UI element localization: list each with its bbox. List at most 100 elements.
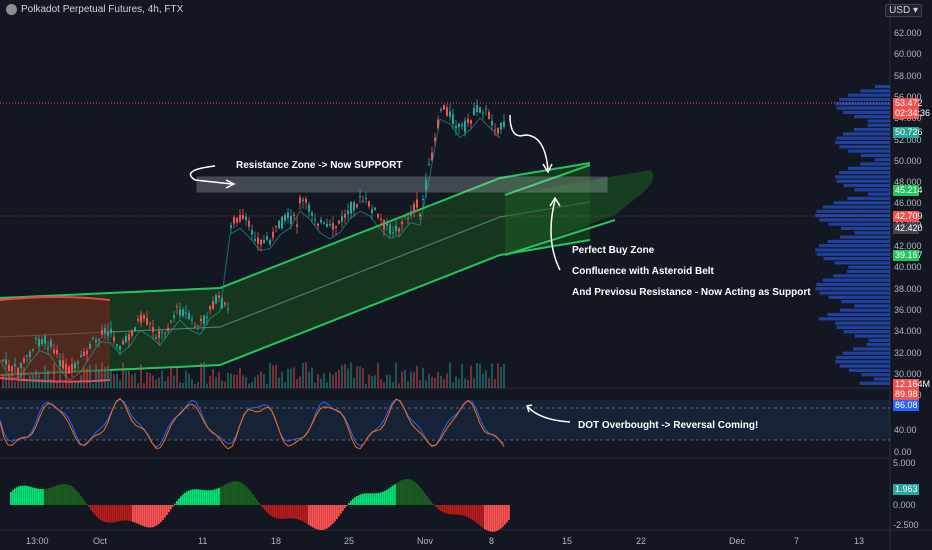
momentum-bar [278,505,280,519]
momentum-bar [60,484,62,505]
volume-bar [125,369,127,388]
momentum-bar [212,489,214,505]
candle-body [185,312,187,314]
candle-body [494,129,496,131]
candle-body [275,225,277,227]
volume-bar [428,373,430,388]
volume-profile-bar [846,269,890,274]
volume-profile-bar [816,282,890,286]
candle-body [455,125,457,129]
momentum-bar [112,505,114,523]
momentum-bar [232,481,234,505]
time-axis-label: 13:00 [26,536,49,546]
momentum-bar [350,500,352,505]
momentum-bar [256,499,258,505]
momentum-bar [492,505,494,532]
momentum-bar [186,491,188,505]
momentum-bar [62,483,64,505]
momentum-bar [214,489,216,505]
momentum-bar [472,505,474,521]
volume-bar [482,373,484,388]
momentum-bar [498,505,500,530]
annotation-buy-zone: Perfect Buy Zone [572,245,655,256]
currency-select[interactable]: USD ▾ [885,4,922,17]
volume-bar [137,383,139,388]
volume-bar [239,367,241,388]
momentum-bar [220,486,222,505]
candle-body [53,349,55,354]
candle-body [395,225,397,232]
volume-bar [395,362,397,388]
volume-bar [341,364,343,388]
volume-bar [233,374,235,388]
volume-bar [503,364,505,388]
price-tag: 02:34:36 [893,108,931,119]
candle-body [113,336,115,342]
momentum-bar [180,496,182,505]
candle-body [425,179,427,191]
candle-body [350,201,352,214]
momentum-bar [298,505,300,520]
candle-body [380,218,382,220]
momentum-bar [428,498,430,505]
candle-body [122,340,124,345]
candle-body [35,338,37,340]
momentum-bar [144,505,146,527]
volume-bar [476,363,478,388]
volume-bar [2,374,4,388]
candle-body [155,337,157,339]
momentum-bar [250,491,252,505]
price-axis-label: 56.000 [894,91,922,102]
volume-bar [38,374,40,388]
volume-bar [236,374,238,388]
volume-bar [317,374,319,388]
volume-bar [464,378,466,388]
annotation-overbought: DOT Overbought -> Reversal Coming! [578,420,759,431]
volume-bar [218,372,220,388]
momentum-bar [224,484,226,505]
momentum-bar [42,489,44,505]
momentum-bar [506,505,508,523]
volume-bar [248,383,250,388]
volume-bar [266,383,268,388]
chevron-down-icon: ▾ [912,5,918,16]
momentum-bar [106,505,108,523]
momentum-bar [58,484,60,505]
momentum-bar [468,505,470,518]
candle-body [149,323,151,325]
momentum-bar [388,488,390,505]
time-axis-label: 25 [344,536,355,546]
momentum-bar [476,505,478,524]
momentum-bar [32,487,34,505]
candle-body [152,327,154,332]
candle-body [71,364,73,371]
momentum-bar [30,486,32,505]
volume-bar [170,365,172,388]
volume-bar [269,363,271,388]
candle-body [245,216,247,220]
volume-bar [386,374,388,388]
volume-bar [143,383,145,388]
momentum-bar [252,494,254,505]
volume-profile-bar [843,183,890,188]
time-axis-label: 22 [636,536,647,546]
momentum-bar [452,505,454,515]
momentum-bar [424,493,426,505]
momentum-bar [458,505,460,515]
momentum-bar [406,479,408,505]
volume-bar [155,379,157,388]
price-tag: 12.164M [893,379,931,390]
symbol-title[interactable]: Polkadot Perpetual Futures, 4h, FTX [6,4,183,15]
volume-bar [221,380,223,388]
candle-body [206,316,208,319]
candle-body [317,223,319,227]
candle-body [140,314,142,323]
candle-body [59,360,61,367]
candle-body [347,210,349,215]
volume-bar [383,382,385,388]
volume-profile-bar [836,325,890,329]
volume-bar [260,371,262,388]
candle-body [134,327,136,332]
